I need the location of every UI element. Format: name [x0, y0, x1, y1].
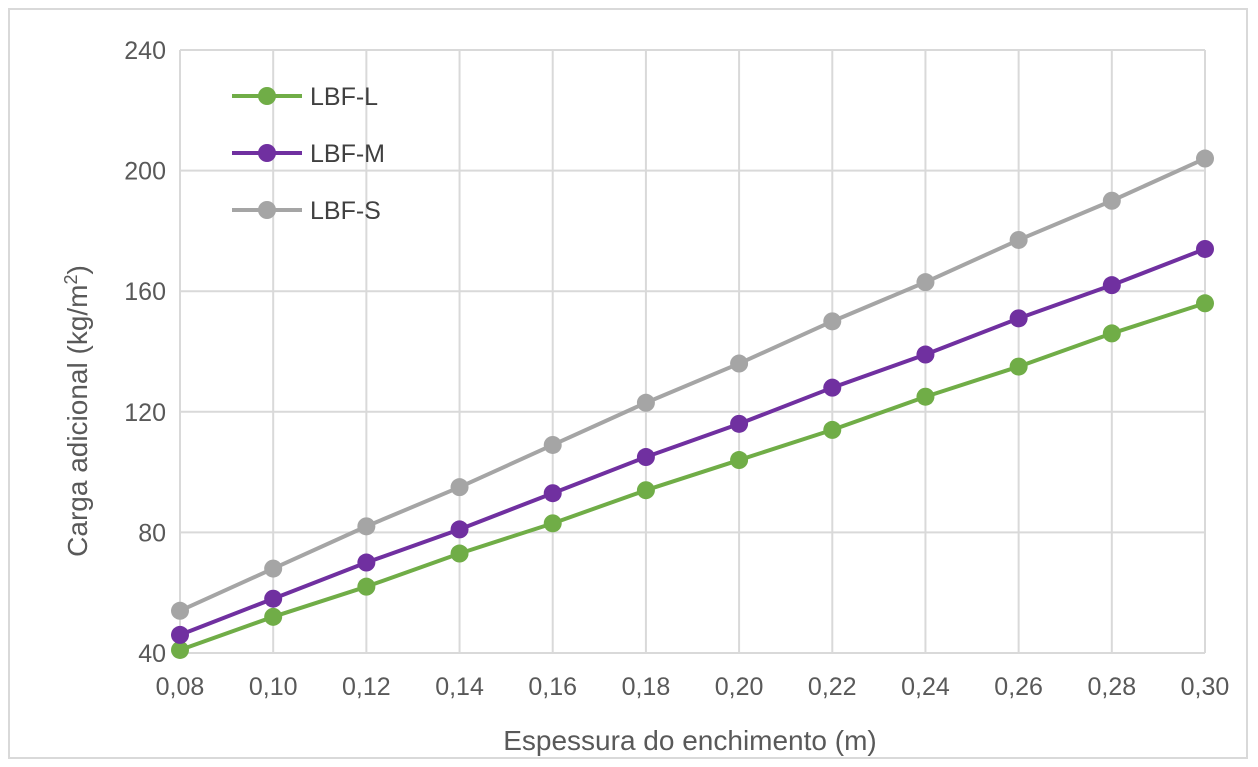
series-line	[180, 303, 1205, 650]
data-point	[171, 626, 189, 644]
data-point	[171, 602, 189, 620]
data-point	[730, 355, 748, 373]
data-point	[1010, 231, 1028, 249]
data-point	[544, 436, 562, 454]
x-tick-label: 0,08	[156, 673, 205, 701]
data-point	[823, 421, 841, 439]
x-tick-label: 0,30	[1181, 673, 1230, 701]
y-axis-title: Carga adicional (kg/m2)	[61, 265, 93, 557]
data-point	[544, 514, 562, 532]
data-point	[1196, 240, 1214, 258]
y-tick-label: 40	[138, 640, 166, 668]
y-tick-label: 240	[124, 37, 166, 65]
x-tick-label: 0,14	[435, 673, 484, 701]
data-point	[357, 578, 375, 596]
series-line	[180, 159, 1205, 611]
data-point	[264, 608, 282, 626]
data-point	[823, 379, 841, 397]
legend: LBF-L LBF-M LBF-S	[232, 83, 385, 225]
data-point	[544, 484, 562, 502]
data-point	[357, 554, 375, 572]
data-point	[637, 481, 655, 499]
y-axis-title-superscript: 2	[61, 274, 81, 284]
series-group	[171, 150, 1214, 659]
data-point	[637, 448, 655, 466]
data-point	[916, 273, 934, 291]
x-tick-label: 0,12	[342, 673, 391, 701]
x-tick-label: 0,22	[808, 673, 857, 701]
y-tick-label: 200	[124, 158, 166, 186]
legend-label: LBF-M	[310, 140, 385, 168]
y-axis-ticks: 40 80 120 160 200 240	[124, 37, 166, 668]
legend-marker	[258, 144, 276, 162]
x-tick-label: 0,20	[715, 673, 764, 701]
data-point	[730, 451, 748, 469]
x-tick-label: 0,18	[622, 673, 671, 701]
x-tick-label: 0,16	[528, 673, 577, 701]
data-point	[1103, 192, 1121, 210]
data-point	[916, 346, 934, 364]
y-tick-label: 160	[124, 278, 166, 306]
data-point	[451, 520, 469, 538]
data-point	[1196, 294, 1214, 312]
y-tick-label: 120	[124, 399, 166, 427]
data-point	[357, 517, 375, 535]
data-point	[264, 560, 282, 578]
data-point	[264, 590, 282, 608]
x-tick-label: 0,26	[994, 673, 1043, 701]
data-point	[451, 545, 469, 563]
data-point	[823, 312, 841, 330]
y-axis-title-end: )	[62, 265, 93, 274]
data-point	[637, 394, 655, 412]
data-point	[1010, 358, 1028, 376]
x-axis-ticks: 0,08 0,10 0,12 0,14 0,16 0,18 0,20 0,22 0,24 0,26…	[156, 673, 1230, 701]
series-line	[180, 249, 1205, 635]
data-point	[1103, 276, 1121, 294]
x-tick-label: 0,28	[1087, 673, 1136, 701]
x-axis-title: Espessura do enchimento (m)	[503, 725, 877, 756]
data-point	[1196, 150, 1214, 168]
y-axis-title-main: Carga adicional (kg/m	[62, 285, 93, 557]
legend-marker	[258, 87, 276, 105]
legend-label: LBF-S	[310, 197, 381, 225]
x-tick-label: 0,10	[249, 673, 298, 701]
data-point	[1010, 309, 1028, 327]
data-point	[451, 478, 469, 496]
legend-marker	[258, 201, 276, 219]
y-tick-label: 80	[138, 519, 166, 547]
data-point	[1103, 324, 1121, 342]
data-point	[916, 388, 934, 406]
data-point	[730, 415, 748, 433]
x-tick-label: 0,24	[901, 673, 950, 701]
legend-label: LBF-L	[310, 83, 378, 111]
